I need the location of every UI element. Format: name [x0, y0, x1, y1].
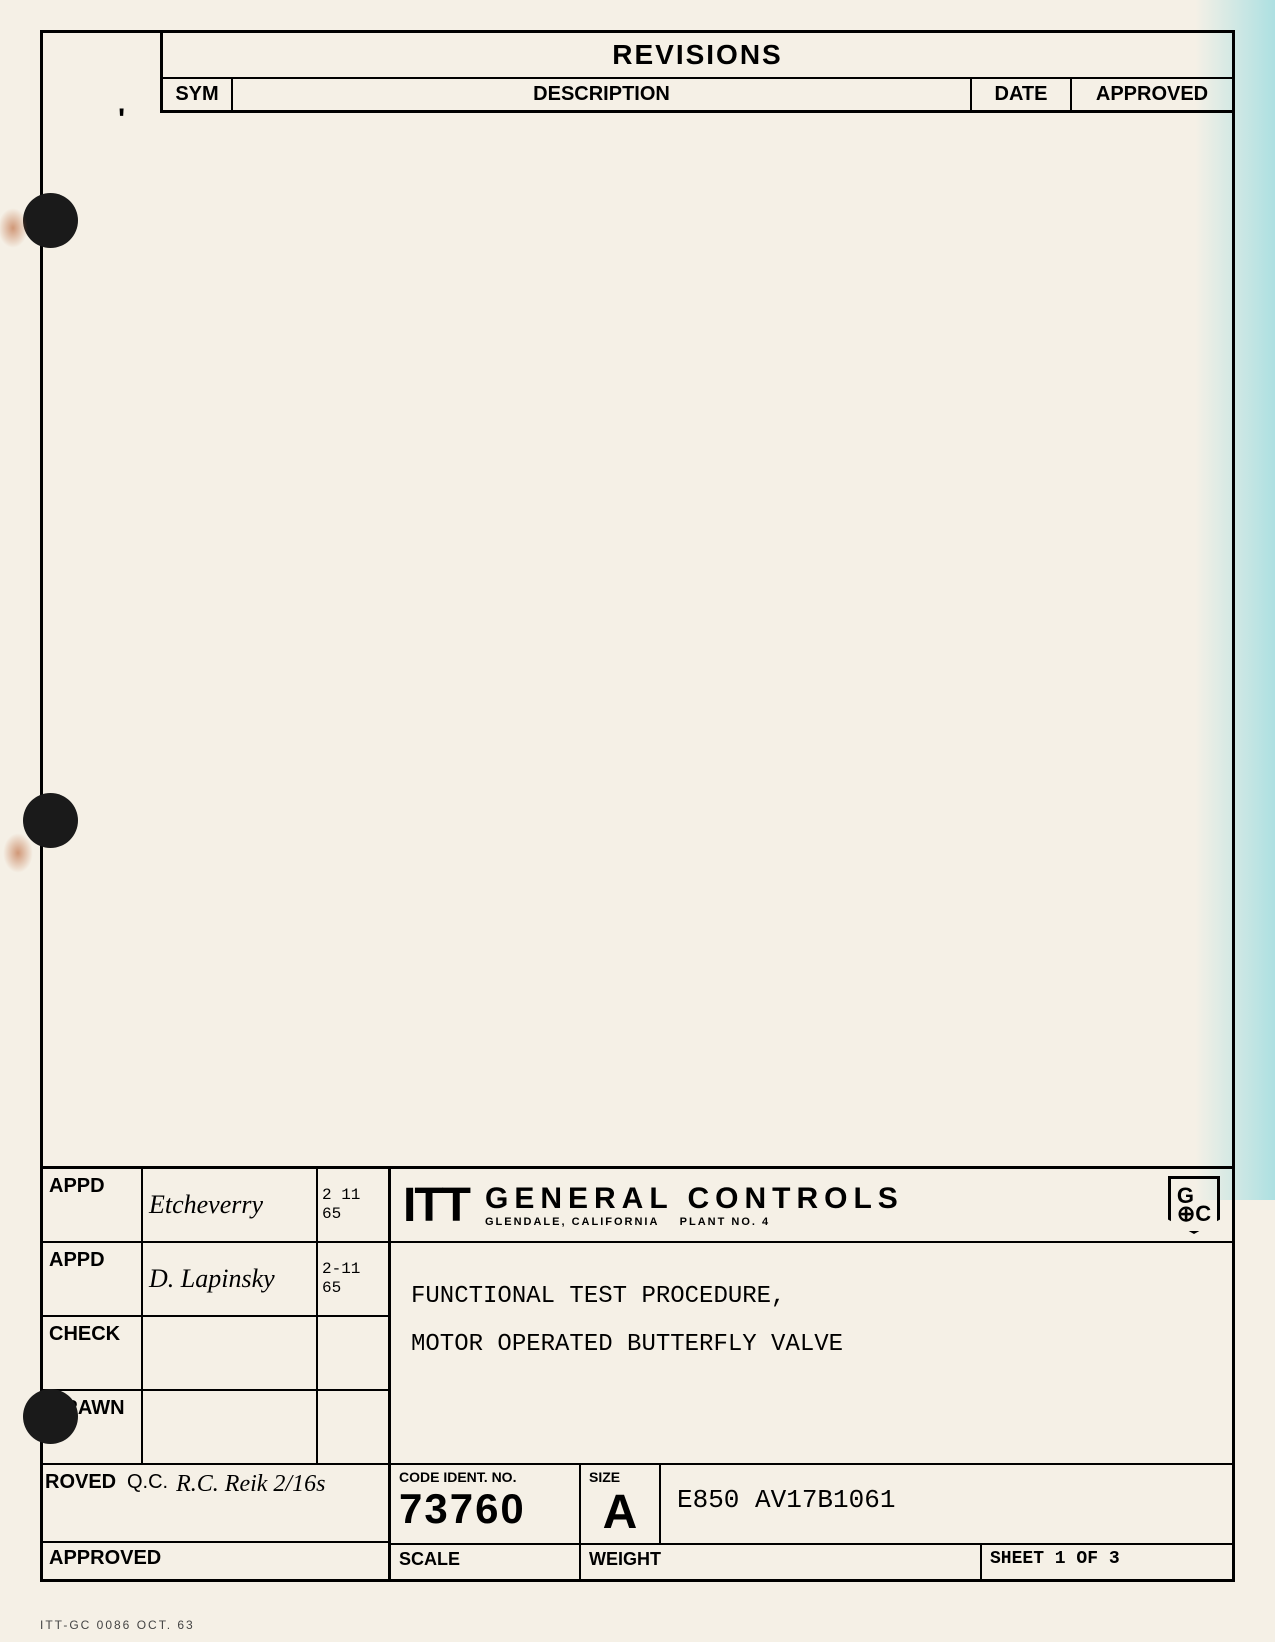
margin-divider: [160, 33, 163, 113]
gc-badge-icon: G⊕C: [1168, 1176, 1220, 1234]
scale-label: SCALE: [391, 1545, 581, 1579]
approval-signature: Etcheverry: [143, 1169, 318, 1241]
title-line-2: MOTOR OPERATED BUTTERFLY VALVE: [411, 1321, 1212, 1369]
approval-date: [318, 1317, 388, 1389]
rust-stain: [0, 208, 28, 248]
approved-label-bottom: APPROVED: [43, 1543, 388, 1579]
drawing-frame: ' REVISIONS SYM DESCRIPTION DATE APPROVE…: [40, 30, 1235, 1582]
approval-date: 2 11 65: [318, 1169, 388, 1241]
approval-date: [318, 1391, 388, 1463]
approval-signature: [143, 1391, 318, 1463]
scale-weight-sheet-row: SCALE WEIGHT SHEET 1 OF 3: [391, 1543, 1232, 1579]
qc-signature: Q.C. R.C. Reik 2/16s: [123, 1465, 388, 1541]
hole-punch: [23, 193, 78, 248]
column-header-date: DATE: [972, 79, 1072, 110]
title-block: ITT GENERAL CONTROLS GLENDALE, CALIFORNI…: [388, 1169, 1232, 1579]
approval-row-check: CHECK: [43, 1317, 388, 1391]
approval-signature: [143, 1317, 318, 1389]
revisions-title: REVISIONS: [163, 33, 1232, 79]
revisions-body: [43, 113, 1232, 1166]
approval-label: APPD: [43, 1243, 143, 1315]
company-name: GENERAL CONTROLS: [485, 1182, 1168, 1216]
itt-logo: ITT: [403, 1178, 469, 1233]
code-ident-box: CODE IDENT. NO. 73760: [391, 1465, 581, 1543]
approval-signature: D. Lapinsky: [143, 1243, 318, 1315]
title-block-section: APPD Etcheverry 2 11 65 APPD D. Lapinsky…: [43, 1166, 1232, 1579]
code-ident-value: 73760: [399, 1485, 571, 1533]
approval-row-drawn: DRAWN: [43, 1391, 388, 1465]
title-line-1: FUNCTIONAL TEST PROCEDURE,: [411, 1273, 1212, 1321]
size-value: A: [589, 1485, 651, 1540]
drawing-number: E850 AV17B1061: [661, 1465, 1232, 1543]
column-header-sym: SYM: [163, 79, 233, 110]
hole-punch: [23, 1389, 78, 1444]
document-title: FUNCTIONAL TEST PROCEDURE, MOTOR OPERATE…: [391, 1243, 1232, 1463]
size-box: SIZE A: [581, 1465, 661, 1543]
sheet-indicator: SHEET 1 OF 3: [982, 1545, 1232, 1579]
approved-label-partial: ROVED: [43, 1465, 123, 1541]
approval-row-appd1: APPD Etcheverry 2 11 65: [43, 1169, 388, 1243]
approval-row-appd2: APPD D. Lapinsky 2-11 65: [43, 1243, 388, 1317]
form-number-footer: ITT-GC 0086 OCT. 63: [40, 1618, 195, 1632]
code-identification-row: CODE IDENT. NO. 73760 SIZE A E850 AV17B1…: [391, 1463, 1232, 1543]
company-location: GLENDALE, CALIFORNIA PLANT NO. 4: [485, 1216, 1168, 1228]
approval-block: APPD Etcheverry 2 11 65 APPD D. Lapinsky…: [43, 1169, 388, 1579]
approval-label: CHECK: [43, 1317, 143, 1389]
approval-row-qc: ROVED Q.C. R.C. Reik 2/16s: [43, 1465, 388, 1543]
company-name-block: GENERAL CONTROLS GLENDALE, CALIFORNIA PL…: [485, 1182, 1168, 1228]
approval-date: 2-11 65: [318, 1243, 388, 1315]
company-header: ITT GENERAL CONTROLS GLENDALE, CALIFORNI…: [391, 1169, 1232, 1243]
column-header-description: DESCRIPTION: [233, 79, 972, 110]
weight-label: WEIGHT: [581, 1545, 982, 1579]
approval-label: APPD: [43, 1169, 143, 1241]
rust-stain: [3, 833, 33, 873]
column-header-approved: APPROVED: [1072, 79, 1232, 110]
code-ident-label: CODE IDENT. NO.: [399, 1469, 571, 1485]
revisions-column-headers: SYM DESCRIPTION DATE APPROVED: [163, 79, 1232, 113]
size-label: SIZE: [589, 1469, 651, 1485]
